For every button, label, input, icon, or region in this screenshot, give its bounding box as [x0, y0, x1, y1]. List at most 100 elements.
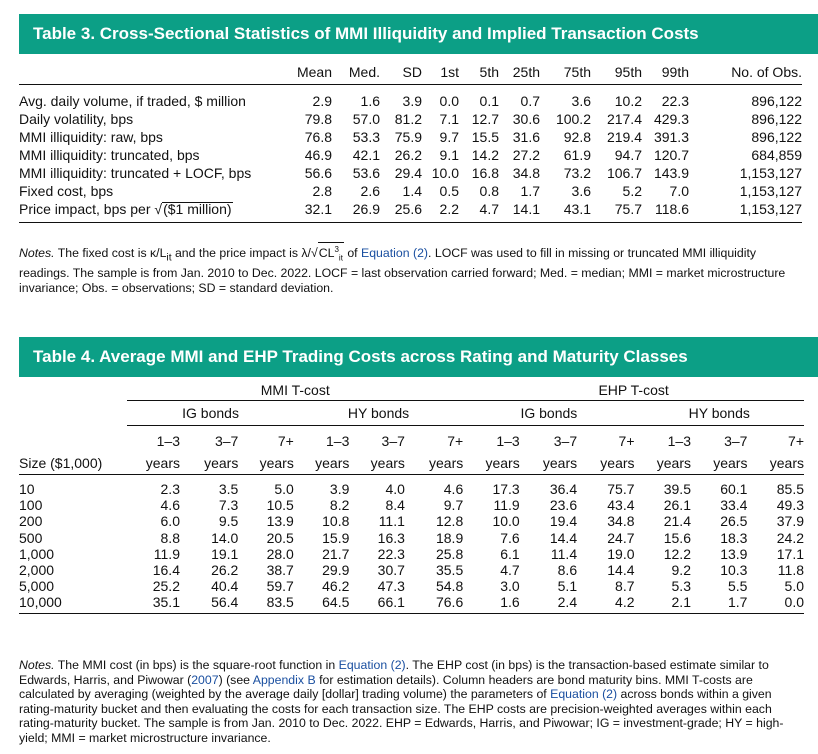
table4-cell: 29.9	[322, 562, 350, 579]
table4-cell: 14.0	[211, 529, 239, 546]
appendix-link[interactable]: Appendix B	[252, 672, 316, 687]
table3-cell: 9.7	[439, 129, 459, 145]
table3-cell: 56.6	[304, 165, 332, 181]
table4-cell: 13.9	[720, 545, 748, 562]
table3-row: Avg. daily volume, if traded, $ million 2…	[19, 85, 802, 111]
table3-cell: 896,122	[751, 129, 802, 145]
table4-cell: 7.6	[500, 529, 520, 546]
row-label: MMI illiquidity: truncated, bps	[19, 147, 200, 163]
table3-col-header: 5th	[459, 60, 499, 85]
table3-cell: 5.2	[622, 183, 642, 199]
notes-lead: Notes.	[19, 246, 55, 261]
table3-col-header: 25th	[499, 60, 540, 85]
table4-cell: 4.6	[160, 497, 180, 514]
table4-cell: 26.1	[663, 497, 691, 514]
table4-cell: 5.0	[784, 578, 804, 595]
table4-cell: 9.2	[671, 562, 691, 579]
table4-cell: 4.2	[577, 594, 635, 614]
table3-cell: 27.2	[512, 147, 540, 163]
table4-row: 10 2.3 3.5 5.0 3.9 4.0 4.6 17.3 36.4 75.7 39.5 60.1…	[19, 475, 804, 498]
table4-cell: 10.8	[322, 513, 350, 530]
sqrt-expression: ($1 million)	[162, 201, 233, 217]
table4-cell: 64.5	[293, 594, 350, 614]
table3-cell: 46.9	[304, 147, 332, 163]
table4-cell: 30.7	[377, 562, 405, 579]
table4-cell: 35.1	[127, 594, 180, 614]
table4-cell: 9.7	[443, 497, 464, 514]
table4-cell: 11.1	[378, 513, 405, 530]
equation-link[interactable]: Equation (2)	[550, 687, 618, 701]
table4-cell: 35.5	[435, 562, 464, 579]
table4-cell: 8.8	[160, 529, 180, 546]
table3-cell: 2.6	[360, 183, 380, 199]
size-label: 200	[19, 513, 43, 530]
table4-cell: 37.9	[776, 513, 804, 530]
table4-cell: 2.4	[519, 594, 578, 614]
table4-cell: 1.7	[690, 594, 748, 614]
table3-cell: 32.1	[287, 200, 332, 223]
table4-cell: 54.8	[435, 578, 464, 595]
table3-cell: 53.6	[352, 165, 380, 181]
table3-cell: 4.7	[459, 200, 499, 223]
table4-cell: 6.0	[160, 513, 180, 530]
table4-cell: 39.5	[663, 481, 691, 497]
table3-cell: 15.5	[471, 129, 499, 145]
table4-cell: 19.1	[211, 545, 239, 562]
table4-cell: 25.8	[435, 545, 464, 562]
table4-cell: 1.6	[463, 594, 520, 614]
table3-cell: 42.1	[352, 147, 380, 163]
subgroup-header: IG bonds	[463, 400, 635, 426]
table3-cell: 429.3	[653, 111, 689, 127]
table4-cell: 19.0	[607, 545, 635, 562]
table3-row: MMI illiquidity: raw, bps 76.8 53.3 75.9 9.7…	[19, 128, 802, 146]
notes-text: . The EHP cost (in bps) is the transacti…	[19, 658, 769, 687]
table3-corner	[19, 60, 287, 85]
table4-cell: 19.4	[549, 513, 578, 530]
table4-title: Table 4. Average MMI and EHP Trading Cos…	[19, 337, 818, 377]
notes-text: across bonds within a given rating-matur…	[19, 687, 784, 745]
table4-cell: 25.2	[152, 578, 180, 595]
table4-row: 5,000 25.2 40.4 59.7 46.2 47.3 54.8 3.0 5.1 8.7 5.…	[19, 578, 804, 594]
table3-cell: 1.6	[360, 93, 380, 109]
table4-cell: 8.4	[385, 497, 405, 514]
table4-cell: 13.9	[266, 513, 294, 530]
table3-cell: 29.4	[394, 165, 422, 181]
notes-text: and the price impact is λ/	[171, 246, 311, 261]
table3-col-header: SD	[380, 60, 422, 85]
equation-link[interactable]: Equation (2)	[338, 658, 406, 672]
table3-body: Avg. daily volume, if traded, $ million 2…	[19, 85, 802, 223]
row-label: Daily volatility, bps	[19, 111, 134, 127]
maturity-header: 1–3	[156, 433, 180, 449]
maturity-header: 3–7	[553, 433, 578, 449]
citation-link[interactable]: 2007	[191, 672, 219, 687]
table3-col-header: 99th	[642, 60, 689, 85]
table3-cell: 7.0	[669, 183, 689, 199]
years-label: years	[747, 452, 804, 475]
table3-title: Table 3. Cross-Sectional Statistics of M…	[19, 14, 818, 54]
table4-cell: 5.5	[727, 578, 748, 595]
table3-cell: 22.3	[661, 93, 689, 109]
table3-cell: 57.0	[352, 111, 380, 127]
table4-cell: 10.0	[492, 513, 520, 530]
table3-cell: 73.2	[563, 165, 591, 181]
row-label-text: Price impact, bps per	[19, 201, 155, 217]
table4-cell: 4.0	[385, 481, 405, 497]
table4-cell: 12.2	[663, 545, 691, 562]
table4-notes: Notes. The MMI cost (in bps) is the squa…	[19, 658, 804, 745]
table3-cell: 100.2	[555, 111, 591, 127]
table3-cell: 143.9	[653, 165, 689, 181]
table3-cell: 75.7	[591, 200, 642, 223]
notes-text: The MMI cost (in bps) is the square-root…	[54, 658, 339, 672]
table3-cell: 94.7	[614, 147, 642, 163]
subgroup-header: IG bonds	[127, 400, 294, 426]
table4-cell: 17.1	[776, 545, 804, 562]
table4-cell: 16.4	[152, 562, 180, 579]
table4-cell: 33.4	[720, 497, 748, 514]
table4-cell: 85.5	[776, 481, 804, 497]
table4-cell: 7.3	[218, 497, 239, 514]
table4-cell: 17.3	[492, 481, 520, 497]
subgroup-header: HY bonds	[634, 400, 804, 426]
maturity-header: 7+	[618, 433, 635, 449]
sqrt-symbol: √	[154, 201, 163, 217]
equation-link[interactable]: Equation (2)	[361, 246, 429, 261]
